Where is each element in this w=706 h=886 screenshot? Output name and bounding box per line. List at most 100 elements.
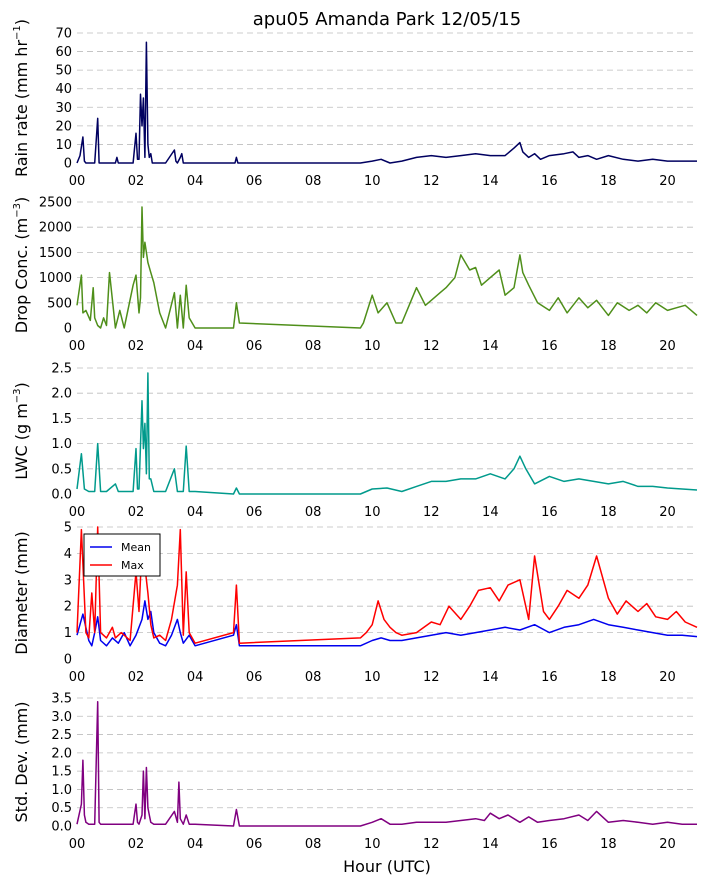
x-tick-label: 02 [128, 339, 145, 354]
panel-3: 0.0 0.5 1.0 1.5 2.0 2.5 00 02 04 06 08 10 12 14 16 18 20… [12, 362, 698, 520]
y-axis-label: Std. Dev. (mm) [12, 702, 31, 823]
y-tick-label: 2000 [39, 221, 72, 236]
x-tick-label: 00 [69, 174, 86, 189]
y-tick-label: 1.0 [51, 783, 72, 798]
y-axis-label-end: ) [12, 19, 31, 25]
x-tick-label: 12 [423, 174, 440, 189]
series-line-1 [76, 206, 698, 329]
x-tick-label: 20 [659, 670, 676, 685]
y-tick-label: 0.0 [51, 820, 72, 835]
legend-label: Mean [121, 541, 151, 554]
x-tick-label: 04 [187, 339, 204, 354]
y-tick-label: 1.0 [51, 437, 72, 452]
x-tick-label: 10 [364, 339, 381, 354]
x-tick-label: 08 [305, 837, 322, 852]
x-tick-label: 14 [482, 339, 499, 354]
y-tick-label: 0.5 [51, 462, 72, 477]
x-tick-label: 10 [364, 174, 381, 189]
y-axis-label-sup: −3 [12, 203, 23, 218]
x-tick-label: 12 [423, 837, 440, 852]
chart-title: apu05 Amanda Park 12/05/15 [253, 9, 521, 30]
y-tick-label: 0 [64, 157, 72, 172]
x-tick-label: 18 [600, 670, 617, 685]
y-tick-label: 1500 [39, 246, 72, 261]
x-tick-label: 14 [482, 505, 499, 520]
x-tick-label: 04 [187, 505, 204, 520]
legend: Mean Max [83, 533, 161, 577]
x-tick-label: 06 [246, 505, 263, 520]
legend-label: Max [121, 559, 144, 572]
y-axis-label-text: Rain rate (mm hr [12, 40, 31, 177]
y-axis-label-text: Diameter (mm) [12, 531, 31, 654]
y-axis-label-end: ) [12, 382, 31, 388]
legend-box [83, 533, 161, 577]
x-tick-label: 14 [482, 837, 499, 852]
y-tick-label: 2.0 [51, 746, 72, 761]
x-tick-label: 02 [128, 505, 145, 520]
y-tick-label: 3 [64, 573, 72, 588]
x-tick-label: 08 [305, 339, 322, 354]
y-tick-label: 2500 [39, 196, 72, 211]
y-tick-label: 3.0 [51, 710, 72, 725]
y-tick-label: 10 [55, 138, 72, 153]
y-axis-label: Diameter (mm) [12, 531, 31, 654]
x-tick-label: 08 [305, 505, 322, 520]
x-tick-label: 12 [423, 670, 440, 685]
series-line-max [76, 526, 698, 644]
x-tick-label: 00 [69, 837, 86, 852]
y-tick-label: 40 [55, 82, 72, 97]
y-tick-label: 1 [64, 626, 72, 641]
x-tick-label: 12 [423, 339, 440, 354]
x-tick-label: 00 [69, 339, 86, 354]
series-line-1 [76, 41, 697, 164]
x-tick-label: 00 [69, 505, 86, 520]
x-tick-label: 10 [364, 505, 381, 520]
y-tick-label: 0 [64, 653, 72, 668]
y-tick-label: 4 [64, 547, 72, 562]
x-tick-label: 02 [128, 837, 145, 852]
y-tick-label: 30 [55, 101, 72, 116]
x-tick-label: 08 [305, 174, 322, 189]
x-tick-label: 00 [69, 670, 86, 685]
x-tick-label: 10 [364, 670, 381, 685]
y-tick-label: 2.5 [51, 362, 72, 377]
y-tick-label: 1.5 [51, 765, 72, 780]
x-tick-label: 10 [364, 837, 381, 852]
x-tick-label: 04 [187, 837, 204, 852]
x-tick-label: 16 [541, 505, 558, 520]
y-axis-label-text: Drop Conc. (m [12, 218, 31, 333]
x-tick-label: 18 [600, 339, 617, 354]
y-tick-label: 500 [47, 296, 72, 311]
x-tick-label: 20 [659, 339, 676, 354]
x-tick-label: 06 [246, 837, 263, 852]
y-tick-label: 0.0 [51, 488, 72, 503]
series-line-1 [76, 700, 697, 827]
y-tick-label: 60 [55, 45, 72, 60]
x-tick-label: 14 [482, 174, 499, 189]
x-tick-label: 08 [305, 670, 322, 685]
x-tick-label: 20 [659, 174, 676, 189]
x-tick-label: 06 [246, 339, 263, 354]
y-tick-label: 1000 [39, 271, 72, 286]
y-axis-label: Drop Conc. (m−3) [12, 197, 31, 333]
panel-2: 0 500 1000 1500 2000 2500 00 02 04 06 08 10 12 14 16 18… [12, 196, 698, 354]
x-tick-label: 04 [187, 670, 204, 685]
x-tick-label: 04 [187, 174, 204, 189]
x-tick-label: 16 [541, 837, 558, 852]
y-tick-label: 70 [55, 27, 72, 42]
y-tick-label: 2.5 [51, 728, 72, 743]
y-tick-label: 1.5 [51, 412, 72, 427]
y-tick-label: 50 [55, 64, 72, 79]
y-tick-label: 0.5 [51, 801, 72, 816]
x-tick-label: 06 [246, 174, 263, 189]
y-tick-label: 2 [64, 600, 72, 615]
x-tick-label: 06 [246, 670, 263, 685]
y-axis-label: Rain rate (mm hr−1) [12, 19, 31, 177]
y-tick-label: 3.5 [51, 692, 72, 707]
y-tick-label: 2.0 [51, 387, 72, 402]
x-tick-label: 16 [541, 670, 558, 685]
x-tick-label: 16 [541, 339, 558, 354]
x-tick-label: 16 [541, 174, 558, 189]
x-tick-label: 20 [659, 505, 676, 520]
